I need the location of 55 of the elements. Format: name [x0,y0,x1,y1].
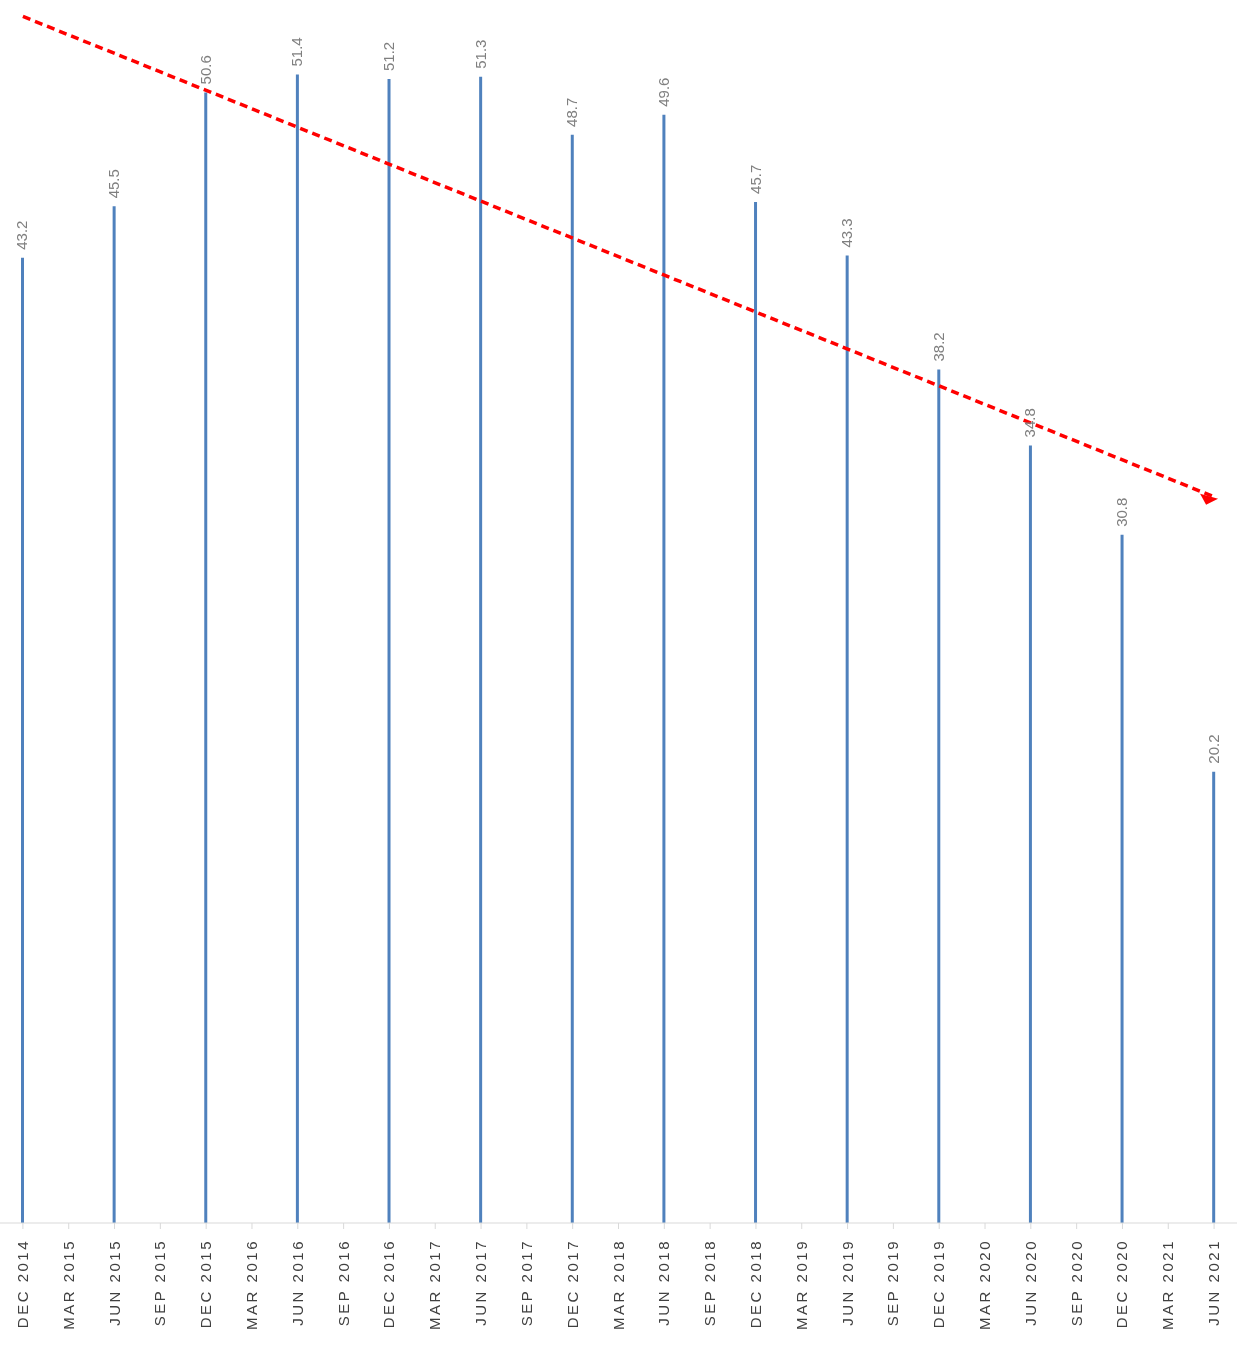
bar [479,76,483,1223]
bar [21,257,24,1223]
data-label: 38.2 [929,332,947,362]
x-tick-label: JUN 2020 [1021,1239,1039,1326]
data-label: 51.2 [380,41,398,72]
data-label: 34.8 [1021,408,1039,438]
x-tick-label: DEC 2016 [380,1239,398,1329]
x-tick-label: DEC 2020 [1113,1239,1131,1329]
x-tick-label: JUN 2019 [838,1239,856,1326]
x-tick-label: DEC 2018 [746,1239,764,1329]
bar [754,201,758,1223]
x-tick-label: JUN 2018 [655,1239,673,1326]
data-label: 45.7 [746,164,764,194]
x-tick-label: SEP 2018 [701,1239,719,1327]
x-tick-label: MAR 2017 [426,1239,444,1330]
data-label: 43.2 [13,220,31,250]
data-label: 43.3 [838,218,856,248]
data-label: 51.3 [471,39,489,69]
x-tick-label: SEP 2015 [151,1239,169,1327]
x-tick-label: SEP 2017 [517,1239,535,1327]
x-tick-label: DEC 2015 [197,1239,215,1329]
bar [204,92,208,1223]
bar [387,79,391,1223]
x-tick-label: SEP 2016 [334,1239,352,1327]
bar [1212,771,1216,1223]
bar [570,134,574,1223]
x-tick-label: DEC 2017 [563,1239,581,1329]
data-label: 20.2 [1204,734,1222,764]
x-tick-label: JUN 2017 [472,1239,490,1326]
data-label: 50.6 [196,55,214,85]
data-label: 49.6 [654,77,672,107]
x-tick-label: DEC 2014 [13,1239,31,1329]
bar [295,74,299,1223]
x-tick-label: JUN 2015 [105,1239,123,1326]
x-tick-label: SEP 2019 [884,1239,902,1327]
x-tick-label: JUN 2021 [1205,1239,1223,1326]
bar [845,255,849,1223]
x-tick-label: MAR 2018 [609,1239,627,1330]
x-tick-label: MAR 2016 [242,1239,260,1330]
data-label: 51.4 [288,37,306,67]
bar [1028,445,1032,1223]
bar [662,114,666,1223]
x-tick-label: MAR 2020 [976,1239,994,1330]
data-label: 48.7 [563,97,581,127]
x-tick-label: MAR 2019 [792,1239,810,1330]
bar [937,369,941,1223]
bar [112,206,116,1223]
x-tick-label: DEC 2019 [930,1239,948,1329]
x-tick-label: MAR 2015 [59,1239,77,1330]
data-label: 45.5 [105,169,123,199]
x-tick-label: JUN 2016 [288,1239,306,1326]
bar [1120,534,1124,1223]
x-tick-label: MAR 2021 [1159,1239,1177,1330]
x-tick-label: SEP 2020 [1067,1239,1085,1327]
data-label: 30.8 [1113,497,1131,527]
